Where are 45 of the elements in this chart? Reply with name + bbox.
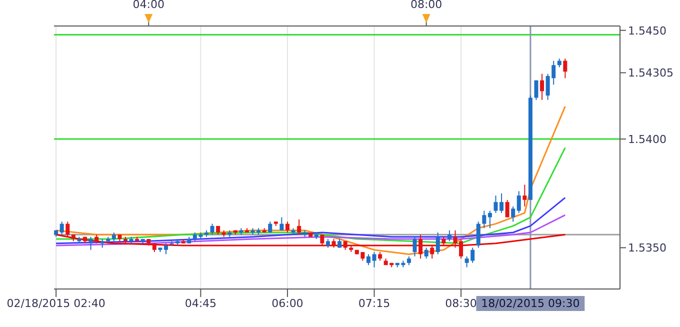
candlestick bbox=[210, 223, 214, 236]
candlestick bbox=[500, 192, 504, 214]
candlestick bbox=[60, 221, 64, 236]
candlestick bbox=[66, 221, 70, 238]
candlestick bbox=[534, 80, 538, 100]
candlestick bbox=[505, 199, 510, 218]
candlestick bbox=[164, 242, 168, 255]
candlestick bbox=[482, 210, 486, 229]
candlestick bbox=[516, 190, 521, 214]
candlestick bbox=[285, 221, 290, 233]
candlestick bbox=[268, 221, 272, 233]
candlestick bbox=[476, 221, 480, 248]
candlestick bbox=[430, 245, 434, 260]
candlestick bbox=[297, 218, 302, 236]
candlestick bbox=[280, 216, 284, 231]
x-tick-label: 02/18/2015 02:40 bbox=[6, 296, 106, 310]
line-series bbox=[55, 106, 566, 255]
candlestick bbox=[522, 184, 527, 207]
x-tick-label: 08:30 bbox=[445, 296, 477, 310]
y-tick-label: 1.5350 bbox=[628, 242, 666, 255]
candlestick bbox=[459, 238, 464, 260]
x2-tick-label: 08:00 bbox=[410, 0, 442, 11]
candlestick bbox=[447, 230, 452, 242]
candlestick bbox=[563, 58, 568, 79]
candlestick bbox=[436, 232, 440, 255]
candlestick bbox=[320, 234, 324, 246]
y-tick-label: 1.5400 bbox=[628, 132, 666, 146]
candlestick bbox=[540, 73, 544, 100]
y-tick-label: 1.5450 bbox=[628, 24, 666, 38]
line-series bbox=[55, 214, 566, 246]
y-tick-label: 1.54305 bbox=[628, 66, 674, 80]
candlestick bbox=[453, 230, 458, 248]
candlestick bbox=[412, 236, 417, 257]
candlestick bbox=[424, 247, 428, 260]
candlestick bbox=[418, 234, 423, 260]
x-tick-label: 04:45 bbox=[184, 296, 217, 310]
x-tick-label: 06:00 bbox=[272, 296, 304, 310]
candlestick bbox=[488, 210, 492, 229]
candlestick bbox=[88, 236, 93, 250]
x2-tick-label: 04:00 bbox=[132, 0, 164, 11]
ref-line-label: 18/02/2015 09:30 bbox=[481, 297, 580, 310]
line-series bbox=[55, 196, 566, 244]
candlestick bbox=[494, 195, 498, 214]
candlestick bbox=[511, 206, 516, 222]
x-tick-label: 07:15 bbox=[358, 296, 390, 310]
